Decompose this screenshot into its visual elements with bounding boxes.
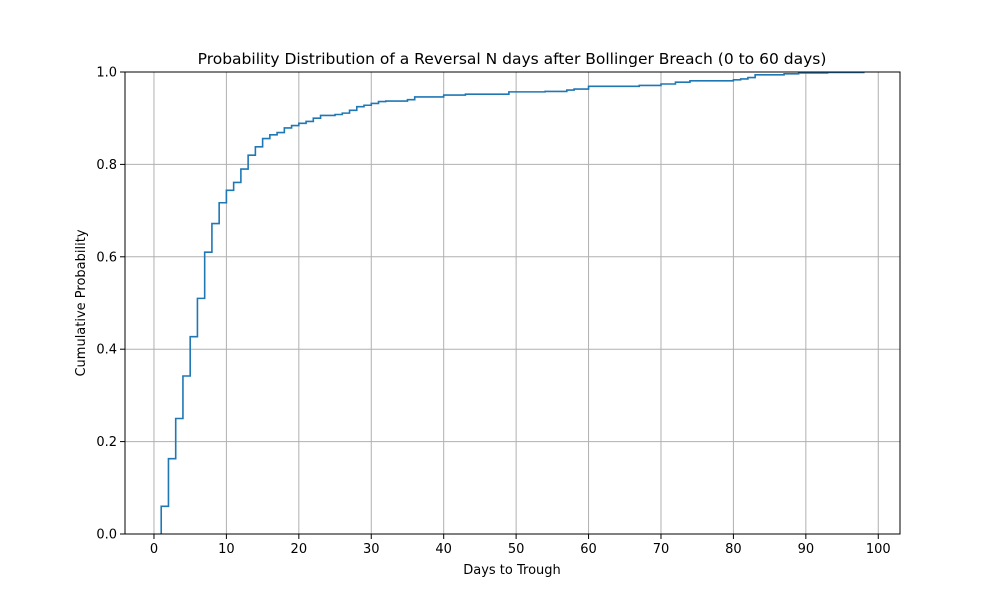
y-tick-label: 0.6 xyxy=(96,250,117,265)
y-axis-label: Cumulative Probability xyxy=(74,229,89,376)
x-axis-label: Days to Trough xyxy=(463,563,561,578)
x-tick-label: 100 xyxy=(866,542,891,557)
y-tick-label: 0.2 xyxy=(96,435,117,450)
x-tick-label: 0 xyxy=(150,542,158,557)
y-tick-label: 0.4 xyxy=(96,343,117,358)
chart-title: Probability Distribution of a Reversal N… xyxy=(198,50,827,68)
x-tick-label: 40 xyxy=(435,542,452,557)
x-tick-label: 90 xyxy=(798,542,815,557)
y-tick-label: 1.0 xyxy=(96,66,117,81)
x-tick-label: 10 xyxy=(218,542,235,557)
x-tick-label: 50 xyxy=(508,542,525,557)
x-tick-label: 60 xyxy=(580,542,597,557)
x-tick-label: 30 xyxy=(363,542,380,557)
x-tick-label: 70 xyxy=(653,542,670,557)
y-tick-label: 0.8 xyxy=(96,158,117,173)
x-tick-label: 80 xyxy=(725,542,742,557)
y-tick-label: 0.0 xyxy=(96,528,117,543)
x-tick-label: 20 xyxy=(291,542,308,557)
